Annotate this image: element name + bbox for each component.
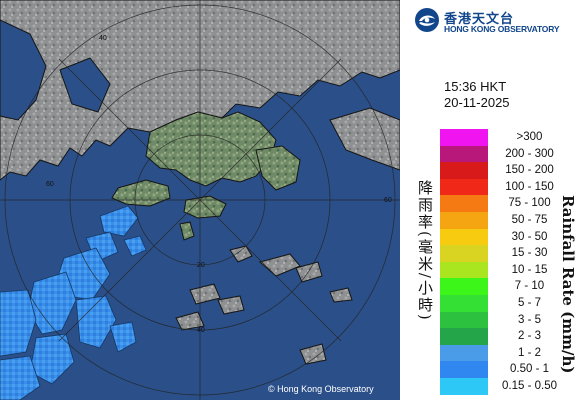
legend-label: 1 - 2: [517, 346, 541, 359]
legend-label: 50 - 75: [511, 213, 548, 226]
rain-echo: [109, 321, 137, 353]
legend-label: 150 - 200: [505, 164, 554, 177]
legend-title-chinese: 降雨率(毫米/小時): [416, 180, 434, 322]
rain-echoes: [0, 205, 147, 400]
east-coast-land: [329, 107, 400, 171]
legend-swatch: [440, 261, 488, 279]
logo-chinese-text: 香港天文台: [444, 12, 515, 27]
legend-swatch: [440, 245, 488, 262]
range-ring-labels: 20 40 60 40 60: [46, 35, 392, 334]
ring-label: 60: [46, 181, 54, 188]
legend-label: 30 - 50: [511, 230, 548, 243]
range-rings: [0, 0, 400, 400]
legend-label: 7 - 10: [514, 280, 545, 293]
legend-swatch: [440, 278, 488, 295]
radar-map: 20 40 60 40 60 © Hong Kong Observatory: [0, 0, 400, 400]
legend-label: 100 - 150: [505, 180, 554, 193]
southern-islands: [175, 245, 353, 365]
hk-island: [183, 195, 227, 219]
date-label: 20-11-2025: [444, 95, 510, 110]
ring-label: 40: [99, 35, 107, 42]
rain-echo: [0, 289, 37, 357]
legend-swatch: [440, 377, 488, 395]
legend-swatch: [440, 361, 488, 378]
legend-swatch: [440, 195, 488, 212]
legend-swatch: [440, 162, 488, 179]
legend-swatch: [440, 344, 488, 362]
legend-label: 2 - 3: [517, 330, 541, 343]
observatory-emblem-icon: [415, 8, 439, 32]
observatory-logo: 香港天文台 HONG KONG OBSERVATORY: [414, 6, 574, 36]
legend-label: 10 - 15: [511, 263, 548, 276]
legend-swatch: [440, 328, 488, 345]
legend-swatch: [440, 145, 488, 163]
rain-echo: [123, 235, 147, 257]
copyright-notice: © Hong Kong Observatory: [268, 384, 374, 394]
rain-echo: [0, 355, 41, 400]
legend-label: 75 - 100: [508, 197, 551, 210]
legend-swatch: [440, 294, 488, 312]
legend-label: 3 - 5: [517, 313, 541, 326]
time-label: 15:36 HKT: [444, 79, 507, 94]
legend-swatch: [440, 129, 488, 146]
ring-label: 20: [197, 262, 205, 269]
legend-label: >300: [516, 131, 543, 143]
legend-label: 5 - 7: [517, 296, 541, 309]
radar-image: 20 40 60 40 60: [0, 0, 400, 400]
legend-title-english: Rainfall Rate (mm/h): [559, 195, 577, 374]
logo-english-text: HONG KONG OBSERVATORY: [444, 24, 560, 34]
legend-swatch: [440, 211, 488, 229]
legend-swatch: [440, 178, 488, 196]
rain-echo: [99, 205, 139, 237]
western-estuary: [0, 19, 47, 121]
rain-echo: [75, 295, 117, 349]
legend-labels: >300 200 - 300 150 - 200 100 - 150 75 - 100 5…: [482, 129, 577, 395]
lamma-island: [179, 221, 195, 241]
legend-panel: 香港天文台 HONG KONG OBSERVATORY 15:36 HKT 20…: [400, 0, 577, 400]
legend-label: 0.50 - 1: [510, 363, 549, 376]
ring-label: 40: [197, 327, 205, 334]
spoke: [58, 58, 342, 342]
ring-label: 60: [384, 197, 392, 204]
legend-color-scale: [440, 129, 488, 395]
legend-swatch: [440, 311, 488, 329]
hong-kong-land: [145, 111, 277, 187]
eastern-peninsula: [255, 145, 301, 191]
legend-label: 0.15 - 0.50: [502, 379, 557, 392]
legend-label: 15 - 30: [511, 247, 548, 260]
lantau-island: [111, 179, 171, 207]
legend-label: 200 - 300: [505, 147, 554, 160]
legend-swatch: [440, 228, 488, 246]
